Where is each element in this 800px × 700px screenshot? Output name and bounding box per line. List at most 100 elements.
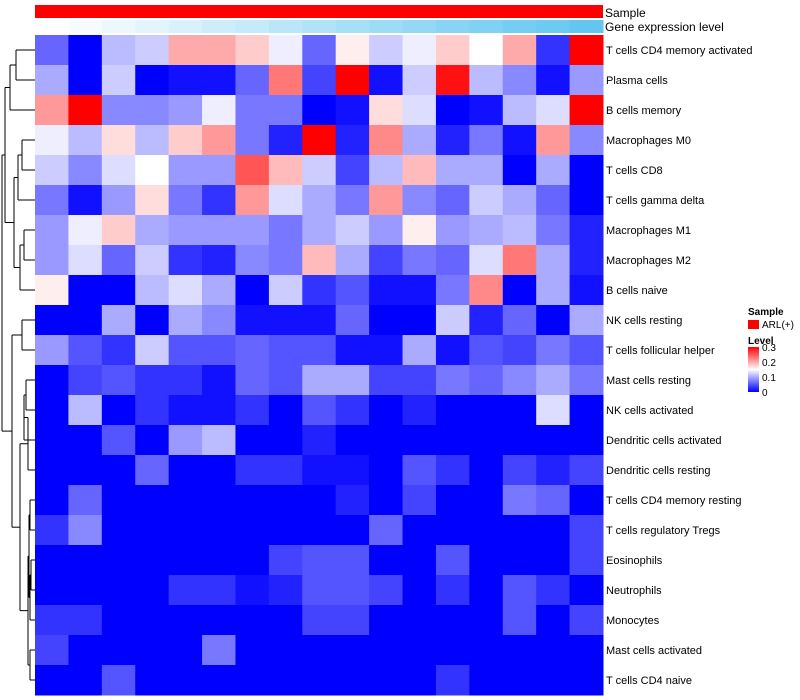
heatmap-cell [168,485,203,516]
row-label-t-cells-cd4-naive: T cells CD4 naive [606,675,692,687]
heatmap-cell [135,125,170,156]
heatmap-cell [502,65,537,96]
heatmap-cell [469,545,504,576]
heatmap-cell [435,215,470,246]
heatmap-cell [502,545,537,576]
heatmap-cell [469,365,504,396]
heatmap-cell [435,515,470,546]
heatmap-cell [502,95,537,126]
annotation-bar-sample [35,5,603,18]
heatmap-cell [569,365,604,396]
annotation-label-gene-expression: Gene expression level [605,20,724,34]
heatmap-cell [68,425,103,456]
heatmap-cell [335,35,370,66]
heatmap-cell [68,305,103,336]
heatmap-cell [369,65,404,96]
heatmap-cell [68,65,103,96]
heatmap-cell [569,395,604,426]
heatmap-cell [402,605,437,636]
heatmap-cell [268,545,303,576]
heatmap-cell [402,365,437,396]
heatmap-cell [402,125,437,156]
annotation-cell-gene-expression [101,20,136,33]
row-label-t-cells-gamma-delta: T cells gamma delta [606,195,705,207]
heatmap-cell [369,545,404,576]
annotation-cell-gene-expression [335,20,370,33]
heatmap-cell [235,125,270,156]
row-label-macrophages-m2: Macrophages M2 [606,255,691,267]
row-label-t-cells-follicular-helper: T cells follicular helper [606,345,715,357]
heatmap-cell [268,245,303,276]
heatmap-cell [302,125,337,156]
heatmap-cell [369,305,404,336]
heatmap-cell [302,485,337,516]
heatmap-cell [435,335,470,366]
heatmap-cell [402,275,437,306]
heatmap-cell [469,455,504,486]
heatmap-cell [335,155,370,186]
heatmap-cell [68,575,103,606]
annotation-label-sample: Sample [605,6,646,20]
heatmap-cell [268,485,303,516]
heatmap-cell [469,395,504,426]
heatmap-cell [469,275,504,306]
annotation-cell-gene-expression [202,20,236,33]
heatmap-cell [35,215,69,246]
heatmap-cell [101,425,136,456]
heatmap-cell [35,545,69,576]
heatmap-cell [302,245,337,276]
heatmap-cell [302,215,337,246]
heatmap-cell [435,65,470,96]
heatmap-cell [68,605,103,636]
heatmap-cell [268,305,303,336]
heatmap-cell [369,155,404,186]
heatmap-cell [35,575,69,606]
row-label-dendritic-cells-activated: Dendritic cells activated [606,435,722,447]
heatmap-cell [268,395,303,426]
heatmap-cell [402,185,437,216]
heatmap-cell [168,545,203,576]
level-colorbar [748,347,759,392]
annotation-cell-gene-expression [536,20,571,33]
annotation-cell-gene-expression [502,20,537,33]
heatmap-cell [469,215,504,246]
heatmap-cell [402,635,437,666]
heatmap-cell [469,335,504,366]
row-label-b-cells-naive: B cells naive [606,285,668,297]
heatmap-cell [68,515,103,546]
heatmap-cell [202,275,236,306]
heatmap-cell [268,65,303,96]
heatmap-cell [502,485,537,516]
heatmap-cell [202,515,236,546]
row-dendrogram [1,49,35,681]
heatmap-cell [302,455,337,486]
legend-title-sample: Sample [748,307,784,318]
heatmap-cell [135,635,170,666]
heatmap-cell [168,335,203,366]
heatmap-cell [569,95,604,126]
annotation-cell-gene-expression [369,20,404,33]
heatmap-cell [302,365,337,396]
heatmap-cell [402,425,437,456]
heatmap-cell [569,65,604,96]
heatmap-cell [268,635,303,666]
heatmap-cell [435,275,470,306]
heatmap-cell [35,155,69,186]
heatmap-cell [68,275,103,306]
level-colorbar-ticks: 0 0.1 0.2 0.3 [762,343,776,399]
heatmap-cell [369,125,404,156]
heatmap-cell [536,485,571,516]
heatmap-cell [402,155,437,186]
heatmap-cell [435,425,470,456]
heatmap-cell [335,545,370,576]
heatmap-cell [68,545,103,576]
heatmap-cell [369,245,404,276]
heatmap-cell [302,305,337,336]
heatmap-cell [469,425,504,456]
heatmap-cell [135,425,170,456]
heatmap-cell [335,455,370,486]
heatmap-cell [502,125,537,156]
row-label-dendritic-cells-resting: Dendritic cells resting [606,465,711,477]
heatmap-cell [335,335,370,366]
heatmap-cell [302,545,337,576]
